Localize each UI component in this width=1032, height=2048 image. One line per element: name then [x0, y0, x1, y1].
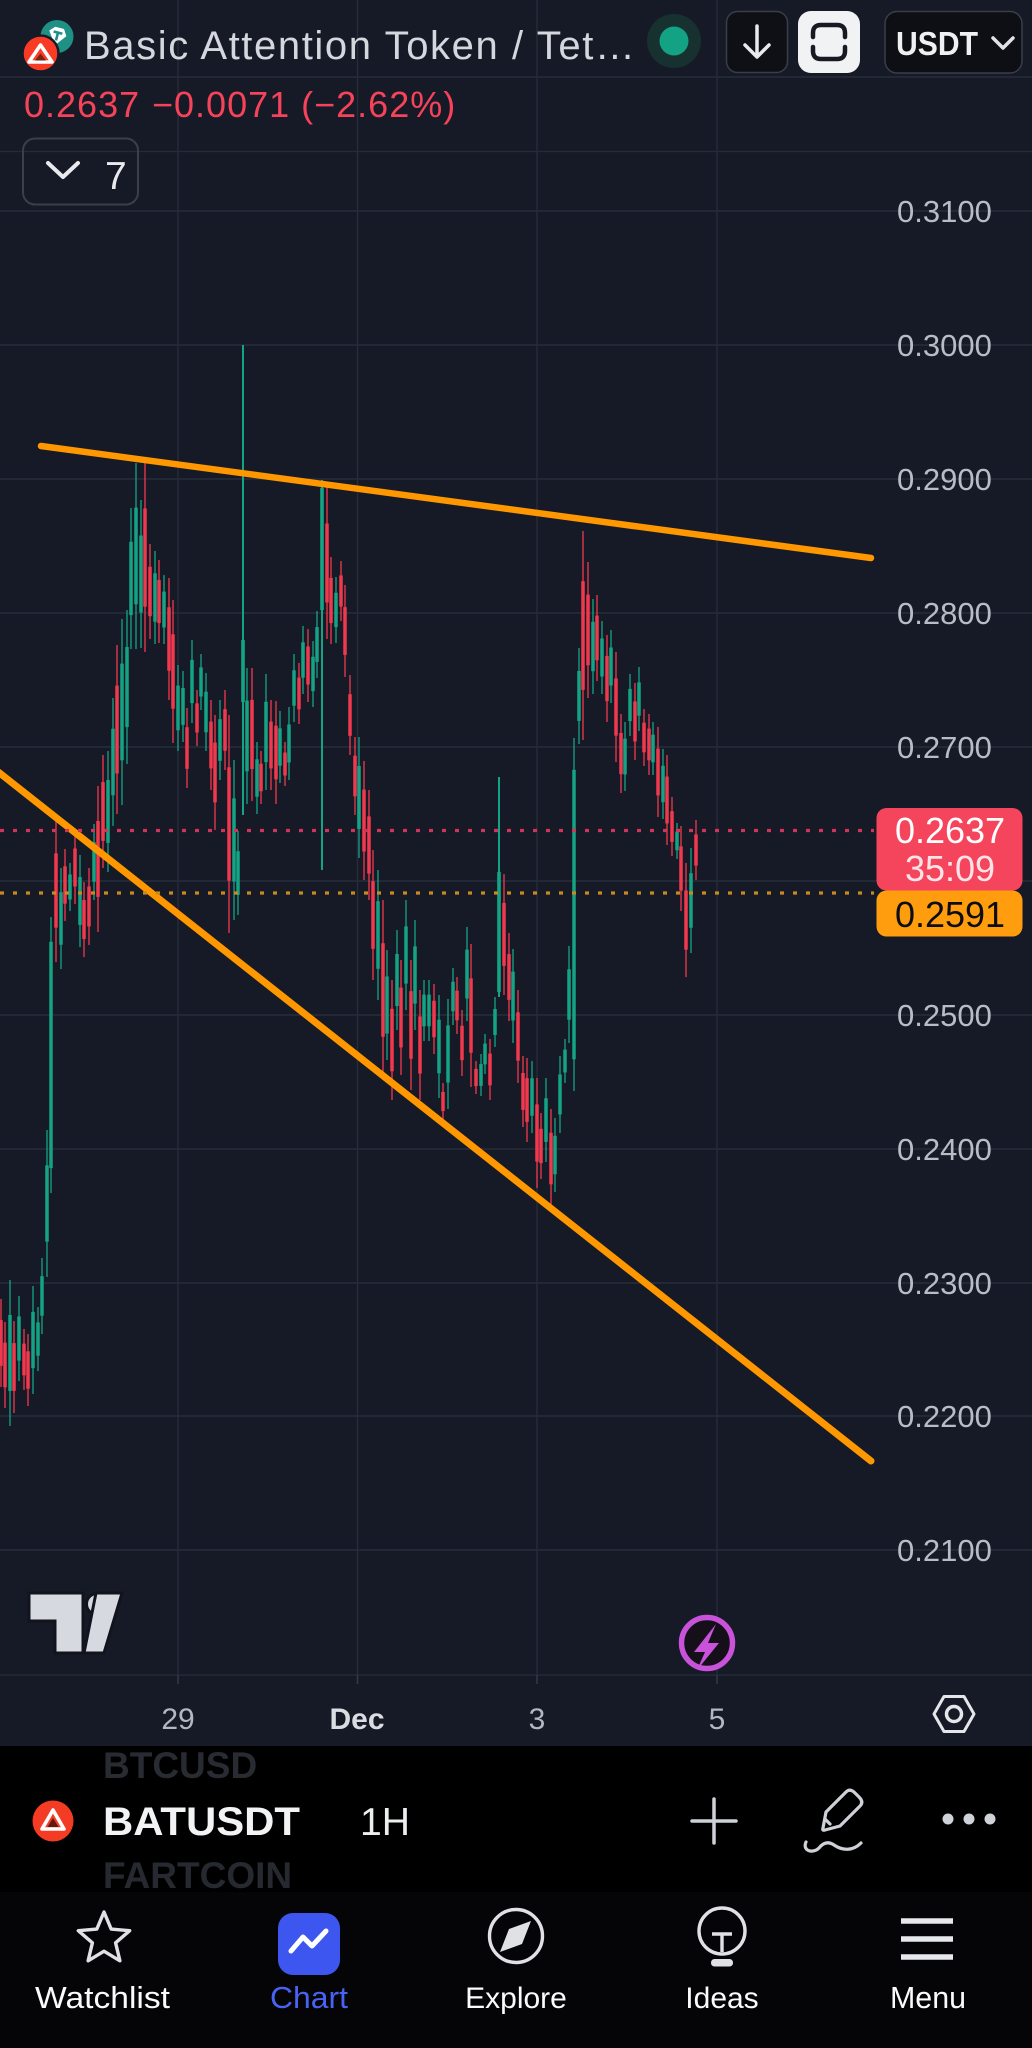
svg-text:0.2400: 0.2400: [897, 1132, 992, 1167]
svg-text:5: 5: [709, 1703, 726, 1736]
svg-text:1H: 1H: [360, 1801, 410, 1844]
svg-text:0.2100: 0.2100: [897, 1533, 992, 1568]
svg-text:0.2800: 0.2800: [897, 596, 992, 631]
svg-text:3: 3: [529, 1703, 546, 1736]
svg-text:7: 7: [105, 155, 127, 198]
svg-text:0.3000: 0.3000: [897, 328, 992, 363]
svg-text:0.2500: 0.2500: [897, 998, 992, 1033]
svg-text:FARTCOIN: FARTCOIN: [103, 1855, 292, 1896]
svg-text:Menu: Menu: [890, 1980, 966, 2015]
svg-text:Dec: Dec: [329, 1703, 384, 1736]
svg-text:BATUSDT: BATUSDT: [103, 1800, 300, 1844]
svg-text:0.3100: 0.3100: [897, 194, 992, 229]
svg-text:0.2637: 0.2637: [24, 84, 140, 125]
svg-text:0.2591: 0.2591: [895, 894, 1005, 935]
svg-text:0.2700: 0.2700: [897, 730, 992, 765]
svg-text:Chart: Chart: [270, 1980, 348, 2015]
svg-text:0.2300: 0.2300: [897, 1266, 992, 1301]
svg-text:Watchlist: Watchlist: [35, 1980, 170, 2015]
svg-text:−0.0071 (−2.62%): −0.0071 (−2.62%): [152, 84, 456, 125]
svg-text:29: 29: [161, 1703, 194, 1736]
svg-text:0.2200: 0.2200: [897, 1399, 992, 1434]
svg-text:0.2637: 0.2637: [895, 810, 1005, 851]
svg-text:Explore: Explore: [465, 1982, 567, 2015]
svg-text:Ideas: Ideas: [685, 1982, 758, 2015]
svg-text:BTCUSD: BTCUSD: [103, 1745, 257, 1786]
svg-text:USDT: USDT: [896, 25, 978, 62]
svg-text:0.2900: 0.2900: [897, 462, 992, 497]
svg-text:35:09: 35:09: [905, 848, 995, 889]
svg-text:Basic Attention Token / Tet…: Basic Attention Token / Tet…: [84, 24, 637, 68]
